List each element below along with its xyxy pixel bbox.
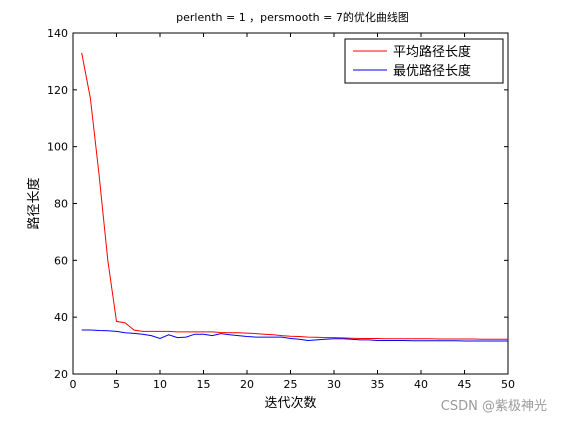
y-tick-label: 80	[54, 198, 68, 211]
x-tick-label: 5	[113, 378, 120, 391]
y-axis-label: 路径长度	[26, 177, 42, 229]
series-line-2	[81, 329, 508, 342]
legend-label-2: 最优路径长度	[393, 63, 471, 79]
watermark-text: CSDN @紫极神光	[440, 399, 547, 414]
x-tick-label: 30	[327, 378, 341, 391]
x-tick-label: 25	[284, 378, 298, 391]
y-tick-label: 20	[54, 368, 68, 381]
x-tick-label: 50	[501, 378, 515, 391]
x-tick-label: 45	[458, 378, 472, 391]
plot-frame	[72, 32, 509, 375]
y-tick-label: 120	[47, 84, 68, 97]
x-tick-label: 20	[240, 378, 254, 391]
x-tick-label: 10	[153, 378, 167, 391]
x-tick-label: 35	[371, 378, 385, 391]
legend-box	[344, 38, 504, 84]
x-tick-label: 0	[70, 378, 77, 391]
chart-title: perlenth = 1 ，persmooth = 7的优化曲线图	[176, 10, 409, 24]
x-tick-label: 40	[414, 378, 428, 391]
y-tick-label: 140	[47, 27, 68, 40]
x-axis-label: 迭代次数	[264, 395, 316, 411]
legend-label-1: 平均路径长度	[393, 44, 471, 60]
series-line-1	[81, 52, 508, 340]
y-tick-label: 40	[54, 311, 68, 324]
y-tick-label: 60	[54, 254, 68, 267]
x-tick-label: 15	[197, 378, 211, 391]
y-tick-label: 100	[47, 141, 68, 154]
